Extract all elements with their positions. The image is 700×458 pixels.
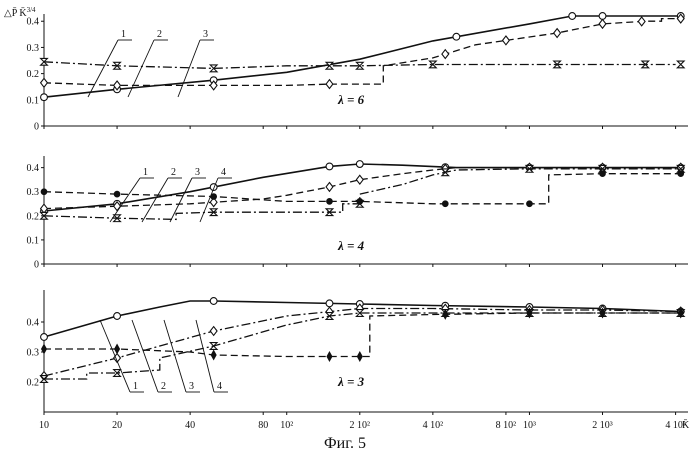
legend-leader bbox=[178, 40, 200, 97]
series-line-3 bbox=[44, 313, 681, 379]
legend-label: 1 bbox=[133, 381, 138, 392]
data-point-series-4 bbox=[41, 189, 47, 195]
series-line-1 bbox=[44, 16, 681, 97]
x-tick-label: 4 10² bbox=[423, 420, 444, 431]
legend-label: 2 bbox=[171, 167, 176, 178]
data-point-series-4 bbox=[327, 199, 333, 205]
data-point-series-2 bbox=[326, 80, 333, 89]
data-point-series-2 bbox=[442, 50, 449, 59]
lambda-annotation: λ = 3 bbox=[337, 374, 365, 389]
legend-leader bbox=[128, 40, 154, 97]
series-line-4 bbox=[44, 313, 681, 357]
x-tick-label: 2 10² bbox=[350, 420, 371, 431]
legend-label: 3 bbox=[189, 381, 194, 392]
data-point-series-2 bbox=[638, 17, 645, 26]
lambda-annotation: λ = 6 bbox=[337, 92, 365, 107]
y-tick-label: 0.2 bbox=[27, 378, 40, 389]
data-point-series-1 bbox=[326, 163, 333, 170]
x-tick-label: 10² bbox=[280, 420, 293, 431]
series-line-2 bbox=[44, 309, 681, 377]
y-tick-label: 0 bbox=[34, 122, 39, 133]
data-point-series-4 bbox=[327, 352, 332, 361]
data-point-series-2 bbox=[326, 183, 333, 192]
data-point-series-2 bbox=[503, 36, 510, 45]
data-point-series-1 bbox=[599, 13, 606, 20]
legend-label: 3 bbox=[203, 29, 208, 40]
y-tick-label: 0.1 bbox=[27, 95, 40, 106]
lambda-annotation: λ = 4 bbox=[337, 238, 365, 253]
data-point-series-1 bbox=[210, 298, 217, 305]
x-tick-labels: 1020408010²2 10²4 10²8 10²10³2 10³4 10³ bbox=[39, 420, 686, 431]
x-tick-label: 40 bbox=[185, 420, 195, 431]
x-tick-label: 80 bbox=[258, 420, 268, 431]
legend-label: 4 bbox=[221, 167, 226, 178]
data-point-series-2 bbox=[41, 78, 48, 87]
x-tick-label: 10 bbox=[39, 420, 49, 431]
y-tick-label: 0.4 bbox=[27, 318, 40, 329]
data-point-series-2 bbox=[554, 29, 561, 38]
y-tick-label: 0.2 bbox=[27, 69, 40, 80]
data-point-series-2 bbox=[210, 327, 217, 336]
y-tick-label: 0.3 bbox=[27, 43, 40, 54]
legend-label: 1 bbox=[143, 167, 148, 178]
data-point-series-1 bbox=[41, 94, 48, 101]
series-line-2 bbox=[44, 19, 681, 86]
data-point-series-2 bbox=[356, 175, 363, 184]
legend-label: 2 bbox=[161, 381, 166, 392]
series-line-1 bbox=[44, 164, 681, 211]
y-tick-label: 0.1 bbox=[27, 235, 40, 246]
x-tick-label: 2 10³ bbox=[592, 420, 613, 431]
data-point-series-3 bbox=[677, 61, 684, 68]
y-tick-label: 0.3 bbox=[27, 348, 40, 359]
data-point-series-1 bbox=[41, 334, 48, 341]
data-point-series-4 bbox=[527, 201, 533, 207]
legend-label: 3 bbox=[195, 167, 200, 178]
panel-lambda-3: 0.2 0.3 0.4 1 2 3 4 λ = 3 bbox=[27, 290, 689, 415]
x-axis-label: K̄ bbox=[682, 419, 690, 431]
figure-caption: Фиг. 5 bbox=[324, 435, 366, 452]
data-point-series-1 bbox=[569, 13, 576, 20]
data-point-series-4 bbox=[211, 351, 216, 360]
data-point-series-4 bbox=[678, 171, 684, 177]
data-point-series-4 bbox=[357, 199, 363, 205]
legend-leader bbox=[170, 178, 192, 222]
y-tick-label: 0.2 bbox=[27, 211, 40, 222]
panel-lambda-6: 0 0.1 0.2 0.3 0.4 1 2 3 λ = 6 bbox=[27, 13, 689, 133]
data-point-series-1 bbox=[326, 300, 333, 307]
legend-leader bbox=[100, 320, 130, 392]
series-line-3 bbox=[44, 169, 681, 220]
y-tick-label: 0.4 bbox=[27, 163, 40, 174]
legend-label: 4 bbox=[217, 381, 222, 392]
legend-label: 2 bbox=[157, 29, 162, 40]
data-point-series-1 bbox=[453, 33, 460, 40]
x-tick-label: 10³ bbox=[523, 420, 536, 431]
data-point-series-1 bbox=[114, 313, 121, 320]
x-tick-label: 20 bbox=[112, 420, 122, 431]
data-point-series-4 bbox=[357, 352, 362, 361]
data-point-series-4 bbox=[600, 171, 606, 177]
y-tick-label: 0.3 bbox=[27, 187, 40, 198]
data-point-series-4 bbox=[442, 201, 448, 207]
data-point-series-2 bbox=[599, 19, 606, 28]
x-tick-label: 8 10² bbox=[496, 420, 517, 431]
y-tick-label: 0 bbox=[34, 260, 39, 271]
panel-lambda-4: 0 0.1 0.2 0.3 0.4 1 2 3 4 λ = 4 bbox=[27, 156, 689, 271]
y-tick-label: 0.4 bbox=[27, 17, 40, 28]
figure-5: △P̄ K̄3/4 00.10.20.30.4123λ = 6 00.10.20… bbox=[0, 0, 700, 458]
data-point-series-4 bbox=[115, 345, 120, 354]
legend-leader bbox=[142, 178, 168, 222]
data-point-series-1 bbox=[356, 161, 363, 168]
data-point-series-4 bbox=[114, 191, 120, 197]
legend-label: 1 bbox=[121, 29, 126, 40]
